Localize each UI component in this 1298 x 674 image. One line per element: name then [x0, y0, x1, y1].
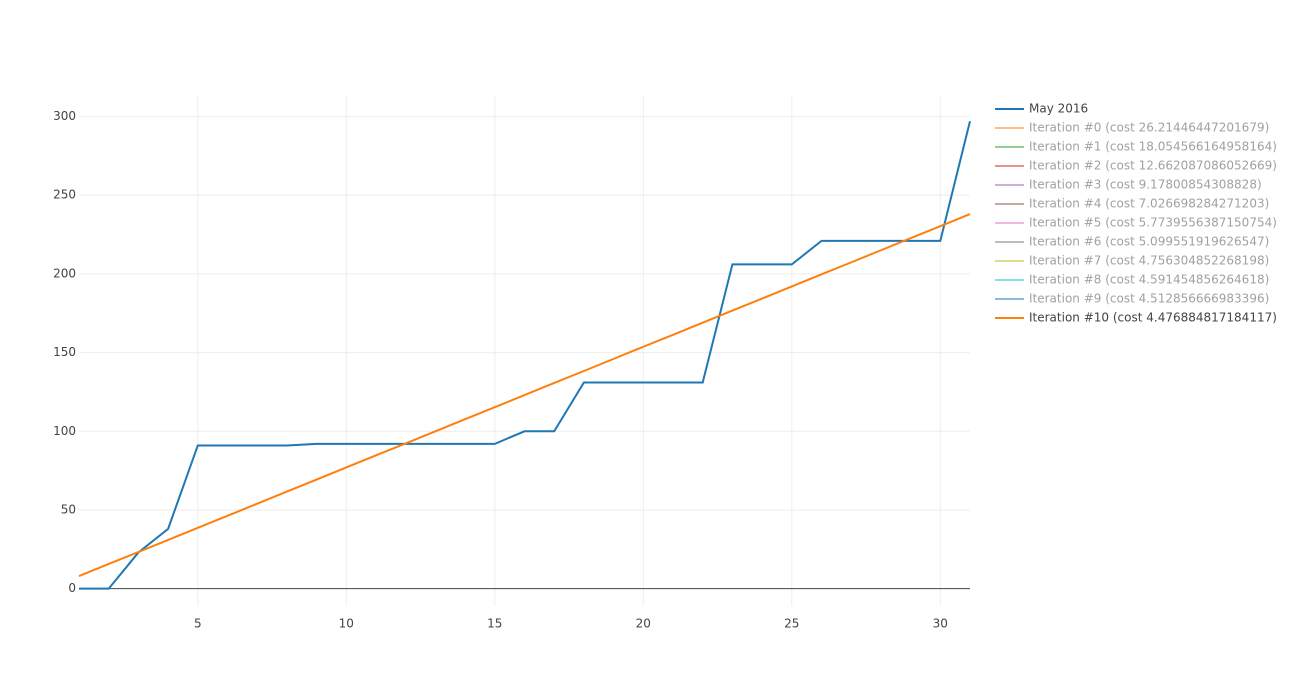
- legend-label[interactable]: Iteration #1 (cost 18.054566164958164): [1029, 140, 1277, 154]
- x-tick-label: 25: [784, 617, 799, 631]
- legend-label[interactable]: Iteration #5 (cost 5.7739556387150754): [1029, 216, 1277, 230]
- x-tick-label: 30: [933, 617, 948, 631]
- y-tick-label: 250: [53, 188, 76, 202]
- x-tick-label: 10: [339, 617, 354, 631]
- y-tick-label: 200: [53, 266, 76, 280]
- legend-label[interactable]: Iteration #0 (cost 26.21446447201679): [1029, 121, 1269, 135]
- legend-label[interactable]: Iteration #4 (cost 7.026698284271203): [1029, 197, 1269, 211]
- y-tick-label: 0: [68, 581, 76, 595]
- y-tick-label: 100: [53, 424, 76, 438]
- x-tick-label: 20: [636, 617, 651, 631]
- y-tick-label: 300: [53, 109, 76, 123]
- legend-label[interactable]: Iteration #10 (cost 4.476884817184117): [1029, 311, 1277, 325]
- legend-label[interactable]: Iteration #8 (cost 4.591454856264618): [1029, 273, 1269, 287]
- data-line: [78, 213, 971, 578]
- legend-label[interactable]: Iteration #7 (cost 4.756304852268198): [1029, 254, 1269, 268]
- legend-label[interactable]: Iteration #9 (cost 4.512856666983396): [1029, 292, 1269, 306]
- legend-label[interactable]: Iteration #3 (cost 9.17800854308828): [1029, 178, 1262, 192]
- data-line: [79, 120, 971, 590]
- y-tick-label: 150: [53, 345, 76, 359]
- legend-label[interactable]: Iteration #2 (cost 12.662087086052669): [1029, 159, 1277, 173]
- legend-label[interactable]: May 2016: [1029, 102, 1088, 116]
- x-tick-label: 5: [194, 617, 202, 631]
- legend-label[interactable]: Iteration #6 (cost 5.099551919626547): [1029, 235, 1269, 249]
- x-tick-label: 15: [487, 617, 502, 631]
- y-tick-label: 50: [61, 502, 76, 516]
